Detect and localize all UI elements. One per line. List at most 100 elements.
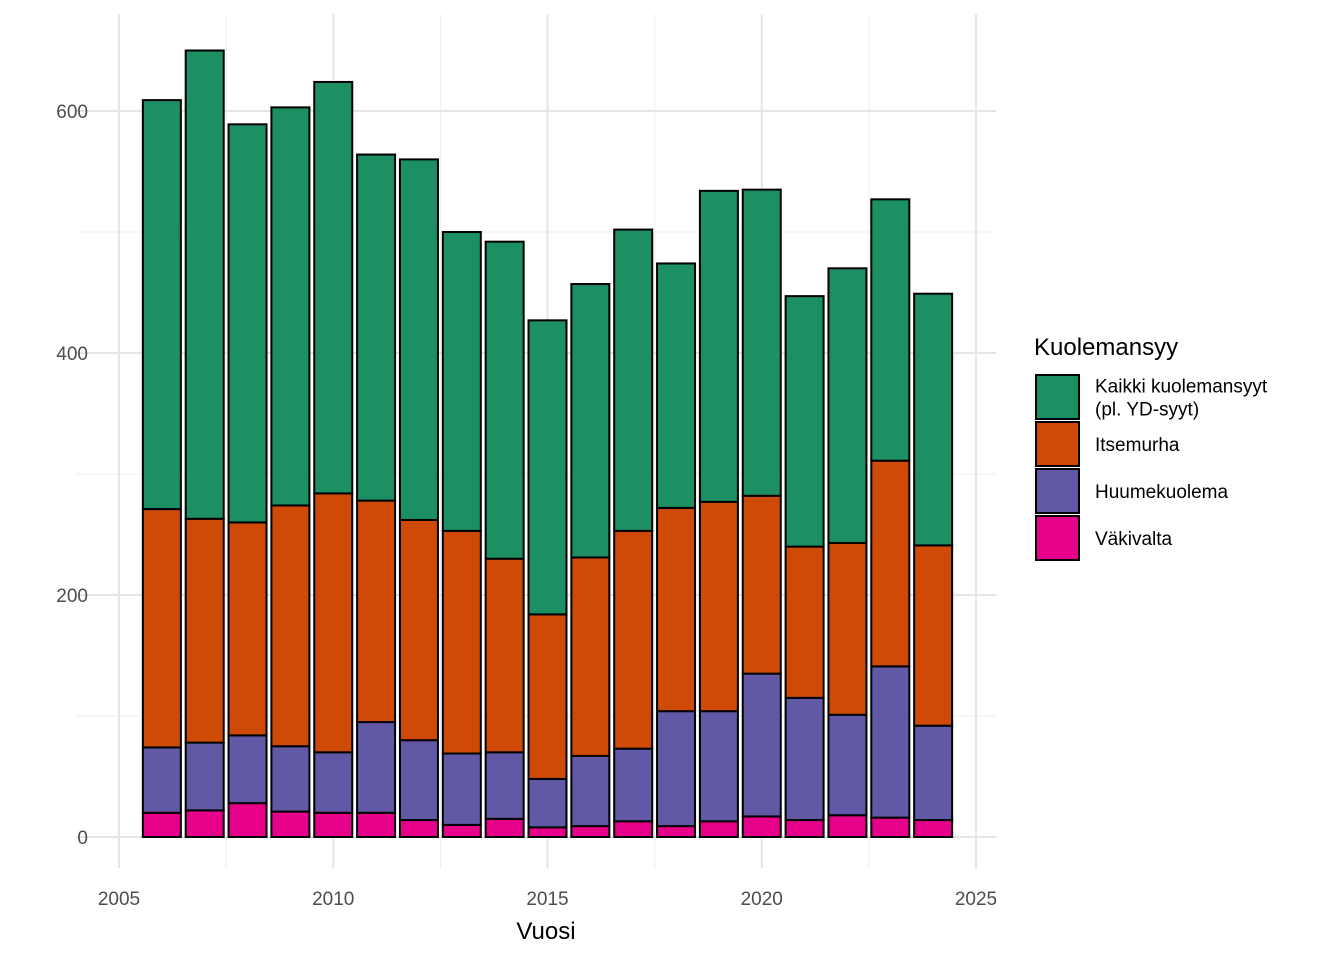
x-tick-label: 2020: [741, 889, 783, 910]
bar-stack-2008: [227, 123, 268, 838]
bar-2019-itsemurha: [698, 500, 739, 713]
bar-2017-väkivalta: [613, 820, 654, 839]
bar-2019-kaikki-kuolemansyyt-pl-yd-syyt: [698, 189, 739, 503]
x-tick-label: 2025: [955, 889, 997, 910]
bar-stack-2023: [870, 198, 911, 839]
bar-2016-huumekuolema: [570, 754, 611, 828]
bar-2011-väkivalta: [356, 811, 397, 838]
bar-2006-kaikki-kuolemansyyt-pl-yd-syyt: [141, 99, 182, 511]
bar-2009-väkivalta: [270, 810, 311, 839]
bar-stack-2007: [184, 49, 225, 839]
x-tick-label: 2010: [312, 889, 354, 910]
bar-2010-väkivalta: [313, 811, 354, 838]
bar-2019-huumekuolema: [698, 710, 739, 823]
bar-2022-kaikki-kuolemansyyt-pl-yd-syyt: [827, 267, 868, 544]
bar-2011-kaikki-kuolemansyyt-pl-yd-syyt: [356, 153, 397, 502]
bar-2008-kaikki-kuolemansyyt-pl-yd-syyt: [227, 123, 268, 524]
bar-2018-itsemurha: [656, 506, 697, 713]
bar-stack-2014: [484, 240, 525, 838]
y-tick-labels: 0 200 400 600: [56, 102, 88, 849]
x-axis-title: Vuosi: [516, 918, 575, 945]
bar-2018-huumekuolema: [656, 710, 697, 828]
bar-2015-väkivalta: [527, 826, 568, 839]
legend-label: Väkivalta: [1095, 529, 1173, 550]
bar-2012-kaikki-kuolemansyyt-pl-yd-syyt: [398, 158, 439, 521]
bar-2022-väkivalta: [827, 814, 868, 838]
y-tick-label: 0: [77, 828, 88, 849]
bar-2020-huumekuolema: [741, 672, 782, 818]
bar-2012-huumekuolema: [398, 739, 439, 822]
bar-2008-itsemurha: [227, 521, 268, 737]
bar-2023-itsemurha: [870, 459, 911, 668]
bar-2010-huumekuolema: [313, 751, 354, 814]
bar-2007-kaikki-kuolemansyyt-pl-yd-syyt: [184, 49, 225, 520]
bar-2024-kaikki-kuolemansyyt-pl-yd-syyt: [913, 292, 954, 547]
bar-stack-2015: [527, 319, 568, 839]
bar-2012-itsemurha: [398, 518, 439, 742]
bar-2010-kaikki-kuolemansyyt-pl-yd-syyt: [313, 80, 354, 495]
bar-2016-itsemurha: [570, 556, 611, 757]
bar-2009-kaikki-kuolemansyyt-pl-yd-syyt: [270, 106, 311, 507]
bar-stack-2006: [141, 99, 182, 838]
legend-key: [1035, 468, 1080, 514]
legend-key: [1035, 374, 1080, 420]
bar-2023-kaikki-kuolemansyyt-pl-yd-syyt: [870, 198, 911, 462]
bar-stack-2021: [784, 295, 825, 838]
bar-2013-itsemurha: [441, 529, 482, 755]
bar-2020-kaikki-kuolemansyyt-pl-yd-syyt: [741, 188, 782, 497]
bar-2022-itsemurha: [827, 541, 868, 716]
bar-2015-itsemurha: [527, 613, 568, 780]
bar-2018-kaikki-kuolemansyyt-pl-yd-syyt: [656, 262, 697, 509]
x-tick-labels: 2005 2010 2015 2020 2025: [98, 889, 997, 910]
bar-2011-itsemurha: [356, 499, 397, 724]
bar-2024-väkivalta: [913, 819, 954, 838]
bar-2007-väkivalta: [184, 809, 225, 839]
bar-stack-2024: [913, 292, 954, 838]
bar-stack-2019: [698, 189, 739, 839]
bar-2010-itsemurha: [313, 492, 354, 754]
bar-stack-2011: [356, 153, 397, 838]
bar-stack-2016: [570, 283, 611, 838]
legend-label: Kaikki kuolemansyyt (pl. YD-syyt): [1095, 377, 1268, 421]
bar-2018-väkivalta: [656, 825, 697, 838]
bar-2022-huumekuolema: [827, 713, 868, 817]
bar-stack-2013: [441, 231, 482, 839]
bar-2016-väkivalta: [570, 825, 611, 838]
bar-stack-2017: [613, 228, 654, 839]
bar-2013-väkivalta: [441, 823, 482, 839]
legend-label: Huumekuolema: [1095, 482, 1228, 503]
bar-2014-kaikki-kuolemansyyt-pl-yd-syyt: [484, 240, 525, 560]
bar-stack-2010: [313, 80, 354, 838]
bar-2020-väkivalta: [741, 815, 782, 838]
bar-2012-väkivalta: [398, 819, 439, 838]
bar-2007-itsemurha: [184, 517, 225, 744]
legend-label: Itsemurha: [1095, 435, 1180, 456]
bar-stack-2020: [741, 188, 782, 838]
bar-2017-kaikki-kuolemansyyt-pl-yd-syyt: [613, 228, 654, 532]
bar-stack-2012: [398, 158, 439, 838]
bar-2021-itsemurha: [784, 545, 825, 699]
bar-2006-väkivalta: [141, 811, 182, 838]
bar-2009-huumekuolema: [270, 745, 311, 813]
bar-2017-itsemurha: [613, 529, 654, 750]
legend-title: Kuolemansyy: [1034, 334, 1178, 361]
bar-2014-itsemurha: [484, 557, 525, 754]
bar-2020-itsemurha: [741, 494, 782, 675]
bar-2017-huumekuolema: [613, 747, 654, 823]
bar-2013-huumekuolema: [441, 752, 482, 826]
bar-2021-huumekuolema: [784, 696, 825, 822]
bar-2007-huumekuolema: [184, 741, 225, 812]
bar-2016-kaikki-kuolemansyyt-pl-yd-syyt: [570, 283, 611, 559]
bar-2011-huumekuolema: [356, 721, 397, 814]
bar-2023-väkivalta: [870, 816, 911, 839]
bar-2021-väkivalta: [784, 819, 825, 838]
y-tick-label: 600: [56, 102, 88, 123]
bar-2021-kaikki-kuolemansyyt-pl-yd-syyt: [784, 295, 825, 548]
y-tick-label: 400: [56, 344, 88, 365]
bar-2014-väkivalta: [484, 817, 525, 838]
bar-2014-huumekuolema: [484, 751, 525, 820]
bars-layer: [141, 49, 954, 839]
bar-2006-itsemurha: [141, 508, 182, 749]
bar-2024-itsemurha: [913, 544, 954, 727]
